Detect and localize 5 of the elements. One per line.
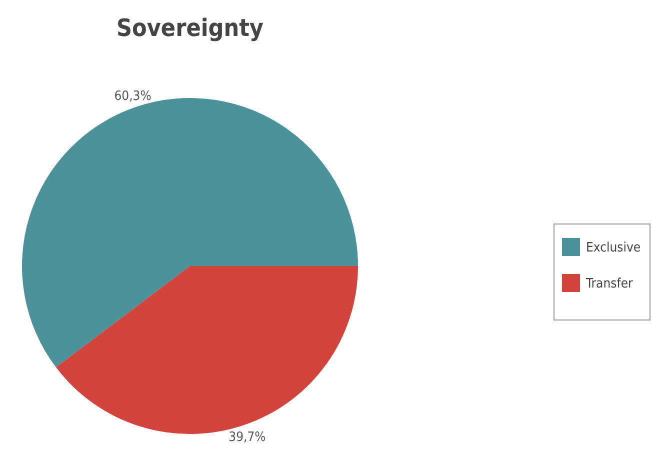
data-label: 39,7% bbox=[228, 430, 266, 446]
legend-label: Exclusive bbox=[586, 240, 641, 256]
legend-label: Transfer bbox=[585, 276, 634, 292]
data-label: 60,3% bbox=[114, 88, 152, 104]
chart-title: Sovereignty bbox=[116, 14, 264, 42]
